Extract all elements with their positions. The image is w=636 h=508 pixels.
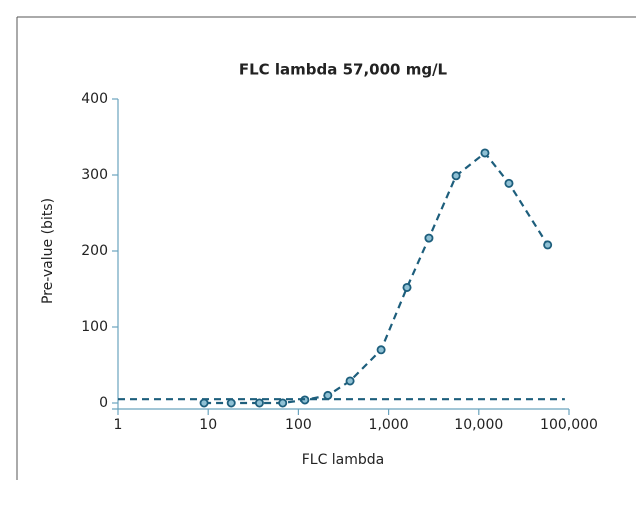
data-point bbox=[504, 178, 514, 188]
x-axis-label: FLC lambda bbox=[302, 452, 385, 468]
y-tick-label: 100 bbox=[81, 319, 108, 335]
y-tick-label: 200 bbox=[81, 243, 108, 259]
data-point bbox=[424, 233, 434, 243]
x-tick-label: 1,000 bbox=[369, 417, 409, 433]
x-tick-label: 100,000 bbox=[540, 417, 598, 433]
data-point bbox=[199, 398, 209, 408]
data-point bbox=[278, 398, 288, 408]
data-point bbox=[451, 171, 461, 181]
x-tick-label: 1 bbox=[114, 417, 123, 433]
data-point bbox=[254, 398, 264, 408]
data-point bbox=[543, 240, 553, 250]
data-point bbox=[323, 390, 333, 400]
x-tick-label: 10,000 bbox=[454, 417, 503, 433]
y-tick-label: 0 bbox=[99, 395, 108, 411]
x-tick-label: 100 bbox=[285, 417, 312, 433]
y-tick-label: 300 bbox=[81, 167, 108, 183]
line bbox=[204, 151, 549, 405]
data-point bbox=[345, 376, 355, 386]
y-tick-label: 400 bbox=[81, 91, 108, 107]
chart-title: FLC lambda 57,000 mg/L bbox=[239, 61, 448, 79]
data-point bbox=[226, 398, 236, 408]
x-tick-label: 10 bbox=[199, 417, 217, 433]
data-point bbox=[402, 282, 412, 292]
data-point bbox=[376, 345, 386, 355]
y-axis-label: Pre-value (bits) bbox=[40, 198, 56, 304]
data-point bbox=[480, 148, 490, 158]
